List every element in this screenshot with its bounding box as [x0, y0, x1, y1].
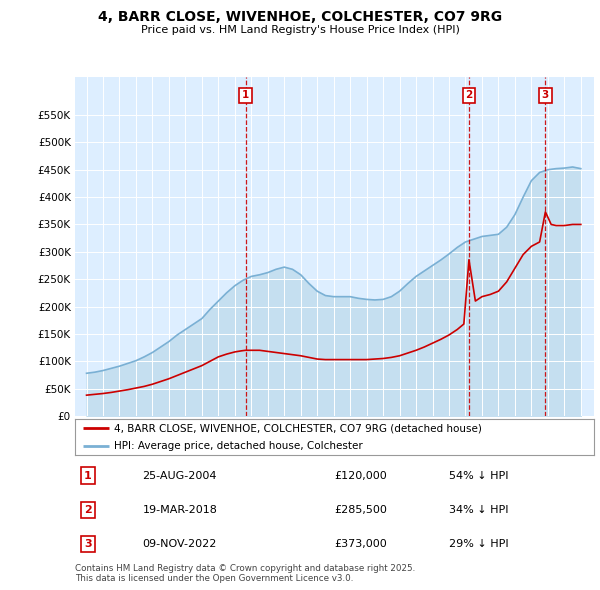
- Text: HPI: Average price, detached house, Colchester: HPI: Average price, detached house, Colc…: [114, 441, 362, 451]
- Text: 1: 1: [84, 471, 92, 480]
- Text: 1: 1: [242, 90, 249, 100]
- Text: 29% ↓ HPI: 29% ↓ HPI: [449, 539, 508, 549]
- Text: 2: 2: [466, 90, 473, 100]
- Text: Contains HM Land Registry data © Crown copyright and database right 2025.
This d: Contains HM Land Registry data © Crown c…: [75, 564, 415, 584]
- Text: £120,000: £120,000: [335, 471, 387, 480]
- Text: 4, BARR CLOSE, WIVENHOE, COLCHESTER, CO7 9RG (detached house): 4, BARR CLOSE, WIVENHOE, COLCHESTER, CO7…: [114, 423, 482, 433]
- Text: 34% ↓ HPI: 34% ↓ HPI: [449, 505, 508, 514]
- Text: 2: 2: [84, 505, 92, 514]
- Text: £373,000: £373,000: [335, 539, 387, 549]
- Text: Price paid vs. HM Land Registry's House Price Index (HPI): Price paid vs. HM Land Registry's House …: [140, 25, 460, 35]
- Text: 54% ↓ HPI: 54% ↓ HPI: [449, 471, 508, 480]
- Text: 25-AUG-2004: 25-AUG-2004: [142, 471, 217, 480]
- Text: 09-NOV-2022: 09-NOV-2022: [142, 539, 217, 549]
- Text: £285,500: £285,500: [335, 505, 388, 514]
- Text: 4, BARR CLOSE, WIVENHOE, COLCHESTER, CO7 9RG: 4, BARR CLOSE, WIVENHOE, COLCHESTER, CO7…: [98, 10, 502, 24]
- Text: 19-MAR-2018: 19-MAR-2018: [142, 505, 217, 514]
- Text: 3: 3: [84, 539, 92, 549]
- Text: 3: 3: [542, 90, 549, 100]
